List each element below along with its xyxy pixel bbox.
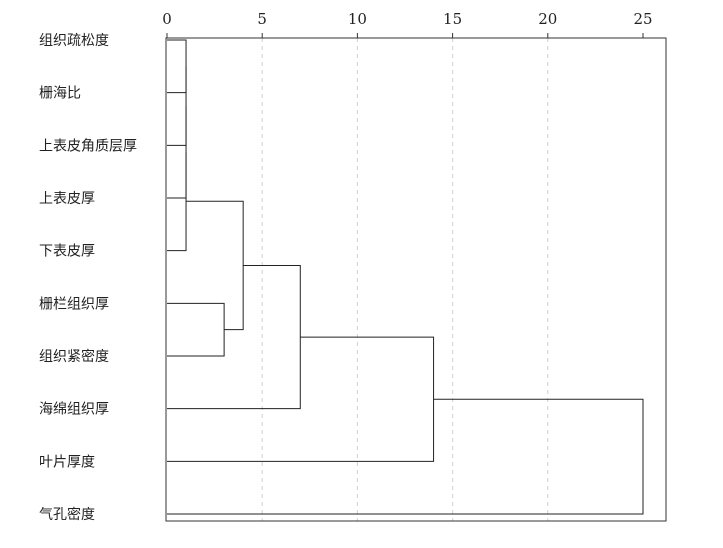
- dendrogram-link: [167, 302, 225, 357]
- leaf-label: 气孔密度: [39, 506, 95, 523]
- dendrogram-link: [167, 264, 301, 410]
- x-tick-label: 0: [162, 10, 172, 28]
- grid-lines: [261, 38, 549, 521]
- x-axis: 0 5 10 15 20 25: [162, 10, 653, 38]
- dendrogram-link: [167, 151, 187, 252]
- leaf-label: 叶片厚度: [39, 454, 95, 470]
- leaf-label: 下表皮厚: [39, 244, 95, 260]
- x-tick-label: 5: [257, 10, 267, 28]
- leaf-label: 海绵组织厚: [39, 401, 109, 418]
- dendrogram-link: [167, 66, 187, 146]
- leaf-label: 栅海比: [39, 86, 81, 102]
- leaf-label: 组织紧密度: [39, 348, 109, 365]
- x-tick-label: 25: [633, 10, 652, 28]
- leaf-labels: 组织疏松度栅海比上表皮角质层厚上表皮厚下表皮厚栅栏组织厚组织紧密度海绵组织厚叶片…: [39, 33, 137, 523]
- leaf-label: 上表皮角质层厚: [39, 138, 137, 154]
- x-tick-label: 15: [443, 10, 462, 28]
- leaf-label: 组织疏松度: [39, 33, 109, 49]
- dendrogram-link: [186, 200, 244, 331]
- dendrogram-link: [167, 398, 644, 515]
- leaf-label: 栅栏组织厚: [39, 296, 109, 312]
- dendrogram-links: [167, 39, 644, 515]
- leaf-label: 上表皮厚: [39, 191, 95, 207]
- x-tick-label: 20: [538, 10, 557, 28]
- plot-frame: [165, 37, 667, 522]
- dendrogram-link: [167, 105, 187, 199]
- dendrogram-link: [167, 39, 187, 94]
- x-tick-label: 10: [348, 10, 367, 28]
